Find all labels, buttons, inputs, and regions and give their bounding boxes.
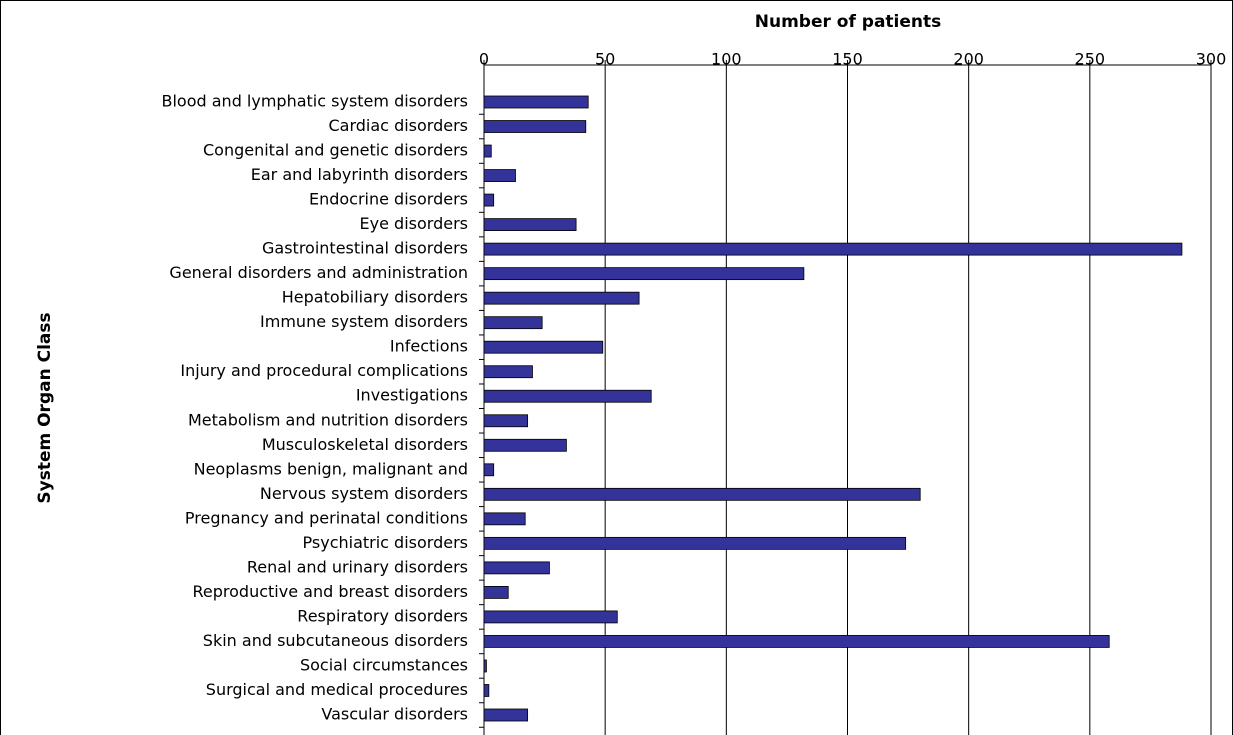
y-tick-label: Reproductive and breast disorders bbox=[193, 582, 468, 601]
y-tick-label: Eye disorders bbox=[360, 214, 468, 233]
x-tick-label: 0 bbox=[479, 50, 489, 69]
bar bbox=[483, 536, 907, 550]
x-tick-label: 150 bbox=[832, 50, 863, 69]
bar bbox=[483, 561, 550, 575]
bar bbox=[483, 340, 604, 354]
bar bbox=[483, 389, 652, 403]
x-tick-label: 300 bbox=[1196, 50, 1227, 69]
y-tick-label: Neoplasms benign, malignant and bbox=[194, 459, 468, 478]
x-tick-label: 50 bbox=[595, 50, 615, 69]
bar bbox=[483, 267, 805, 281]
bar bbox=[483, 120, 587, 133]
bar bbox=[483, 586, 509, 599]
bar bbox=[483, 193, 495, 207]
y-tick-label: Respiratory disorders bbox=[297, 606, 468, 625]
y-tick-label: Ear and labyrinth disorders bbox=[251, 165, 468, 184]
y-tick-label: Social circumstances bbox=[300, 655, 468, 674]
bar bbox=[483, 291, 640, 305]
y-tick-label: Investigations bbox=[356, 386, 468, 405]
x-tick-label: 200 bbox=[953, 50, 984, 69]
bar bbox=[483, 218, 577, 232]
bar bbox=[483, 438, 567, 452]
bar bbox=[483, 684, 490, 697]
y-tick-label: Psychiatric disorders bbox=[303, 533, 468, 552]
y-tick-label: Musculoskeletal disorders bbox=[262, 435, 468, 454]
bar bbox=[483, 95, 589, 109]
y-tick-label: Vascular disorders bbox=[321, 705, 468, 724]
y-tick-label: Congenital and genetic disorders bbox=[203, 141, 468, 160]
y-tick-label: General disorders and administration bbox=[169, 263, 468, 282]
bar bbox=[483, 242, 1183, 256]
x-tick-label: 250 bbox=[1075, 50, 1106, 69]
y-tick-label: Gastrointestinal disorders bbox=[262, 239, 468, 258]
x-axis-title: Number of patients bbox=[755, 12, 942, 32]
bar bbox=[483, 365, 533, 379]
bar bbox=[483, 708, 529, 722]
y-tick-label: Metabolism and nutrition disorders bbox=[188, 410, 468, 429]
y-tick-label: Hepatobiliary disorders bbox=[282, 288, 468, 307]
bar bbox=[483, 635, 1110, 648]
y-tick-label: Pregnancy and perinatal conditions bbox=[185, 508, 468, 527]
bar bbox=[483, 414, 529, 428]
y-tick-label: Surgical and medical procedures bbox=[206, 680, 468, 699]
y-axis-title: System Organ Class bbox=[35, 312, 55, 503]
y-tick-label: Cardiac disorders bbox=[329, 116, 469, 135]
y-tick-label: Immune system disorders bbox=[260, 312, 468, 331]
bar bbox=[483, 316, 543, 330]
y-tick-label: Nervous system disorders bbox=[260, 484, 468, 503]
bar bbox=[483, 144, 492, 158]
x-tick-label: 100 bbox=[711, 50, 742, 69]
bar bbox=[483, 463, 495, 477]
y-tick-label: Endocrine disorders bbox=[309, 190, 468, 209]
y-tick-label: Skin and subcutaneous disorders bbox=[203, 631, 468, 650]
y-tick-label: Renal and urinary disorders bbox=[247, 557, 468, 576]
bar bbox=[483, 512, 526, 526]
bar bbox=[483, 487, 921, 501]
bar bbox=[483, 610, 618, 624]
bar bbox=[483, 659, 487, 673]
y-tick-label: Infections bbox=[390, 337, 468, 356]
y-tick-label: Injury and procedural complications bbox=[180, 361, 468, 380]
y-tick-label: Blood and lymphatic system disorders bbox=[162, 92, 469, 111]
bar bbox=[483, 169, 516, 182]
